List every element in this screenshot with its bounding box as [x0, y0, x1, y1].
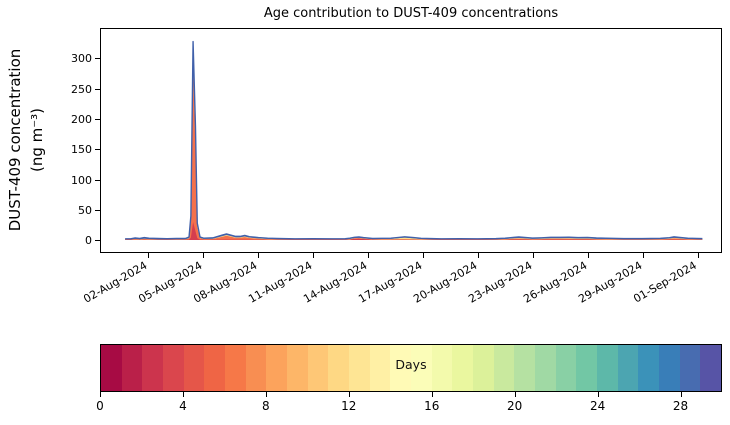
colorbar-segment-day-0 — [101, 345, 122, 391]
y-tick-label: 300 — [71, 52, 92, 66]
colorbar-tick-label: 24 — [589, 399, 606, 413]
colorbar-tick-label: 28 — [672, 399, 689, 413]
colorbar-segment-day-2 — [142, 345, 164, 391]
colorbar-tick-mark — [431, 392, 433, 397]
colorbar-segment-day-24 — [597, 345, 618, 391]
colorbar-segment-day-25 — [617, 345, 639, 391]
y-tick-mark — [95, 119, 100, 121]
plot-area — [100, 28, 722, 253]
colorbar-segment-day-9 — [287, 345, 308, 391]
colorbar-segment-day-22 — [555, 345, 577, 391]
colorbar-segment-day-8 — [266, 345, 288, 391]
colorbar-segment-day-14 — [390, 345, 412, 391]
area-layer-age-3-8-days — [125, 68, 703, 240]
y-tick-mark — [95, 88, 100, 90]
y-tick-label: 0 — [85, 234, 92, 248]
colorbar-tick-label: 8 — [262, 399, 270, 413]
y-axis-label-line1: DUST-409 concentration — [6, 48, 24, 232]
colorbar-tick-mark — [597, 392, 599, 397]
colorbar-tick-label: 20 — [507, 399, 523, 413]
colorbar-segment-day-23 — [576, 345, 598, 391]
colorbar-segment-day-28 — [679, 345, 701, 391]
x-tick-mark — [477, 253, 479, 258]
colorbar-segment-day-6 — [225, 345, 246, 391]
colorbar-tick-mark — [680, 392, 682, 397]
chart-title: Age contribution to DUST-409 concentrati… — [263, 6, 559, 21]
x-tick-mark — [367, 253, 369, 258]
colorbar-segment-day-10 — [307, 345, 329, 391]
colorbar-tick-label: 4 — [179, 399, 187, 413]
area-layer-age-9-16-days — [125, 62, 703, 240]
x-tick-mark — [202, 253, 204, 258]
colorbar-segment-day-15 — [411, 345, 432, 391]
y-tick-mark — [95, 210, 100, 212]
total-outline — [125, 40, 703, 240]
colorbar-segment-day-18 — [473, 345, 494, 391]
y-tick-label: 100 — [71, 173, 92, 187]
colorbar-segment-day-11 — [328, 345, 350, 391]
y-tick-mark — [95, 149, 100, 151]
x-tick-mark — [257, 253, 259, 258]
colorbar-tick-mark — [348, 392, 350, 397]
y-tick-mark — [95, 179, 100, 181]
colorbar-tick-mark — [514, 392, 516, 397]
colorbar — [100, 344, 722, 392]
colorbar-segment-day-7 — [245, 345, 267, 391]
colorbar-segment-day-1 — [121, 345, 143, 391]
x-tick-mark — [422, 253, 424, 258]
colorbar-segment-day-29 — [700, 345, 722, 391]
colorbar-tick-label: 12 — [341, 399, 357, 413]
y-tick-mark — [95, 58, 100, 60]
colorbar-tick-mark — [182, 392, 184, 397]
x-tick-mark — [148, 253, 149, 258]
x-tick-mark — [587, 253, 589, 258]
colorbar-tick-mark — [100, 392, 101, 397]
x-tick-mark — [697, 253, 699, 258]
x-tick-mark — [312, 253, 314, 258]
colorbar-segment-day-21 — [535, 345, 556, 391]
x-tick-mark — [642, 253, 644, 258]
y-tick-label: 200 — [71, 113, 92, 127]
colorbar-segment-day-13 — [369, 345, 391, 391]
colorbar-segment-day-26 — [638, 345, 660, 391]
stacked-area-chart — [125, 40, 703, 240]
colorbar-segment-day-27 — [659, 345, 680, 391]
y-axis-label: DUST-409 concentration (ng m⁻³) — [5, 25, 51, 255]
colorbar-segment-day-17 — [452, 345, 474, 391]
colorbar-segment-day-5 — [204, 345, 226, 391]
y-axis-label-line2: (ng m⁻³) — [27, 107, 46, 173]
colorbar-segment-day-3 — [163, 345, 184, 391]
y-tick-mark — [95, 240, 100, 242]
colorbar-tick-mark — [265, 392, 267, 397]
colorbar-segment-day-20 — [514, 345, 536, 391]
colorbar-segment-day-16 — [431, 345, 453, 391]
y-tick-label: 250 — [71, 82, 92, 96]
colorbar-tick-label: 0 — [96, 399, 104, 413]
colorbar-segment-day-12 — [349, 345, 370, 391]
x-tick-mark — [532, 253, 534, 258]
y-tick-label: 50 — [78, 204, 92, 218]
y-tick-label: 150 — [71, 143, 92, 157]
colorbar-segment-day-19 — [493, 345, 515, 391]
area-layer-age-17-30-days — [125, 41, 703, 240]
colorbar-tick-label: 16 — [424, 399, 440, 413]
colorbar-segment-day-4 — [183, 345, 205, 391]
